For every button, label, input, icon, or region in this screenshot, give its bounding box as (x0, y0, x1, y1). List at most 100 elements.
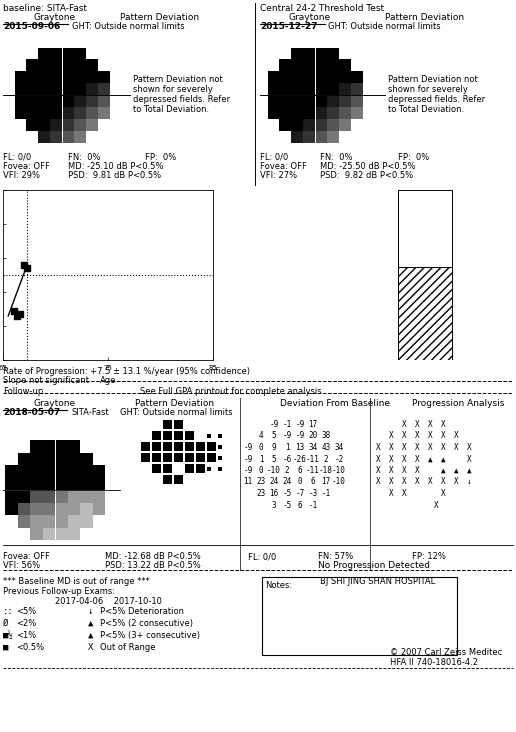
Bar (185, 431, 194, 440)
Bar (42, 515, 55, 528)
Text: 6: 6 (298, 501, 302, 509)
Bar (38, 83, 50, 95)
Text: *** Baseline MD is out of range ***: *** Baseline MD is out of range *** (3, 577, 150, 586)
Text: Fovea: OFF: Fovea: OFF (260, 162, 307, 171)
Bar (38, 59, 50, 71)
Text: X: X (415, 455, 420, 463)
Text: 1: 1 (259, 455, 263, 463)
Bar (68, 477, 80, 490)
Bar (279, 119, 291, 130)
Text: X: X (415, 431, 420, 441)
Text: 17: 17 (309, 420, 318, 429)
Bar (50, 107, 62, 119)
Bar (327, 107, 338, 119)
Bar (279, 71, 291, 83)
Bar (74, 83, 86, 95)
Bar (207, 453, 216, 462)
Bar (207, 442, 216, 451)
Bar (291, 83, 303, 95)
Text: PSD: 13.22 dB P<0.5%: PSD: 13.22 dB P<0.5% (105, 561, 201, 570)
Text: ▲: ▲ (88, 631, 93, 640)
Text: 20: 20 (309, 431, 318, 441)
Text: 2: 2 (324, 455, 328, 463)
Text: © 2007 Carl Zeiss Meditec: © 2007 Carl Zeiss Meditec (390, 648, 502, 657)
Bar (327, 130, 338, 143)
Text: 23: 23 (256, 477, 266, 487)
Bar (55, 452, 68, 465)
Bar (38, 71, 50, 83)
Bar (68, 528, 80, 540)
Bar (267, 83, 279, 95)
Bar (18, 515, 30, 528)
Text: -7: -7 (295, 489, 304, 498)
Bar (218, 445, 222, 449)
Text: PSD:  9.81 dB P<0.5%: PSD: 9.81 dB P<0.5% (68, 171, 161, 180)
Text: X: X (441, 420, 445, 429)
Bar (315, 48, 327, 59)
Bar (55, 528, 68, 540)
Text: Fovea: OFF: Fovea: OFF (3, 552, 50, 561)
Text: <0.5%: <0.5% (16, 643, 44, 652)
Text: P<5% (3+ consecutive): P<5% (3+ consecutive) (100, 631, 200, 640)
Text: Pattern Deviation: Pattern Deviation (135, 399, 215, 408)
Text: -5: -5 (282, 489, 292, 498)
Text: to Total Deviation.: to Total Deviation. (388, 105, 464, 114)
Text: -9: -9 (295, 431, 304, 441)
Bar (42, 490, 55, 502)
Bar (55, 515, 68, 528)
Text: X: X (88, 643, 93, 652)
Text: FL: 0/0: FL: 0/0 (260, 153, 288, 162)
Bar (86, 71, 98, 83)
Bar (26, 83, 38, 95)
Bar (62, 48, 74, 59)
Text: 11: 11 (244, 477, 253, 487)
Bar (5, 477, 18, 490)
Bar (218, 434, 222, 438)
Text: Fovea: OFF: Fovea: OFF (3, 162, 50, 171)
Bar (74, 71, 86, 83)
Bar (279, 107, 291, 119)
Bar (315, 130, 327, 143)
Text: FN:  0%: FN: 0% (68, 153, 101, 162)
Bar (55, 502, 68, 515)
X-axis label: Age: Age (100, 376, 116, 386)
Bar (62, 119, 74, 130)
Bar (303, 59, 315, 71)
Bar (163, 464, 172, 473)
Text: X: X (401, 489, 406, 498)
Text: X: X (454, 443, 458, 452)
Bar (30, 490, 42, 502)
Bar (62, 95, 74, 107)
Text: 16: 16 (269, 489, 279, 498)
Bar (196, 453, 205, 462)
Text: X: X (401, 443, 406, 452)
Bar (38, 130, 50, 143)
Bar (351, 71, 363, 83)
Bar (185, 442, 194, 451)
Text: -9: -9 (244, 443, 253, 452)
Text: Ø: Ø (3, 619, 8, 628)
Text: 43: 43 (321, 443, 331, 452)
Text: P<5% (2 consecutive): P<5% (2 consecutive) (100, 619, 193, 628)
Text: HFA II 740-18016-4.2: HFA II 740-18016-4.2 (390, 658, 478, 667)
Text: X: X (376, 455, 380, 463)
Bar (338, 107, 351, 119)
Text: Rate of Progression: +7.5 ± 13.1 %/year (95% confidence): Rate of Progression: +7.5 ± 13.1 %/year … (3, 367, 250, 376)
Bar (26, 71, 38, 83)
Bar (218, 467, 222, 471)
Text: See Full GPA printout for complete analysis: See Full GPA printout for complete analy… (140, 387, 321, 396)
Bar (86, 119, 98, 130)
Text: X: X (428, 443, 432, 452)
Bar (30, 502, 42, 515)
Text: ■½: ■½ (3, 631, 14, 640)
Bar (86, 83, 98, 95)
Text: X: X (415, 443, 420, 452)
Bar (50, 95, 62, 107)
Bar (291, 107, 303, 119)
Text: X: X (428, 477, 432, 487)
Bar (68, 502, 80, 515)
Bar (62, 130, 74, 143)
Bar (303, 95, 315, 107)
Text: Central 24-2 Threshold Test: Central 24-2 Threshold Test (260, 4, 384, 13)
Text: PSD:  9.82 dB P<0.5%: PSD: 9.82 dB P<0.5% (320, 171, 413, 180)
